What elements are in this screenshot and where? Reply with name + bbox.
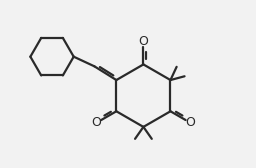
Text: O: O [138, 35, 148, 48]
Text: O: O [91, 116, 101, 130]
Text: O: O [186, 116, 196, 130]
